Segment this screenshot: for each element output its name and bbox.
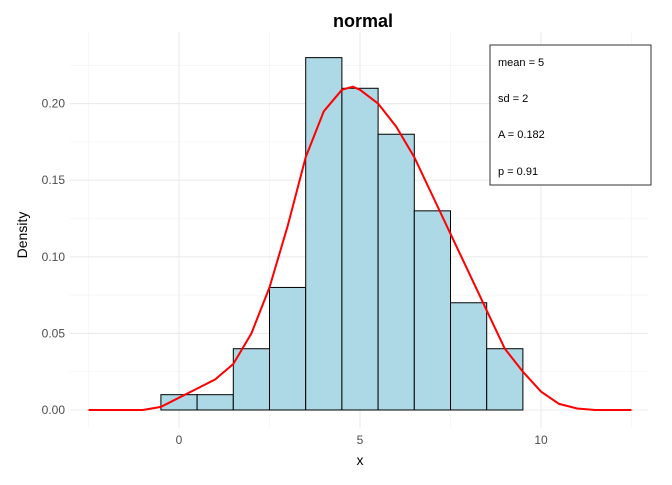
y-tick-label: 0.15 xyxy=(42,173,66,187)
histogram-bar xyxy=(232,348,271,411)
y-tick-label: 0.20 xyxy=(42,97,66,111)
y-tick-label: 0.05 xyxy=(42,326,66,340)
histogram-bar xyxy=(341,87,379,411)
legend-p: p = 0.91 xyxy=(498,166,538,178)
density-curve xyxy=(88,85,632,411)
histogram-bar xyxy=(269,286,307,411)
histogram-bar xyxy=(413,210,451,411)
histogram-bar xyxy=(377,133,415,411)
histogram-bar xyxy=(305,57,343,411)
x-tick-label: 5 xyxy=(357,433,364,447)
y-tick-label: 0.10 xyxy=(42,250,66,264)
histogram-bar xyxy=(486,348,524,411)
legend-sd: sd = 2 xyxy=(498,93,528,105)
histogram-bar xyxy=(196,394,234,411)
histogram-bar xyxy=(450,302,488,411)
legend-box: mean = 5 sd = 2 A = 0.182 p = 0.91 xyxy=(489,44,652,186)
legend-mean: mean = 5 xyxy=(498,57,544,69)
y-axis-label: Density xyxy=(14,212,30,259)
x-tick-label: 10 xyxy=(534,433,548,447)
x-tick-label: 0 xyxy=(176,433,183,447)
chart-title: normal xyxy=(333,11,393,31)
legend-a: A = 0.182 xyxy=(498,129,545,141)
y-tick-label: 0.00 xyxy=(42,403,66,417)
x-axis-label: x xyxy=(357,452,364,468)
